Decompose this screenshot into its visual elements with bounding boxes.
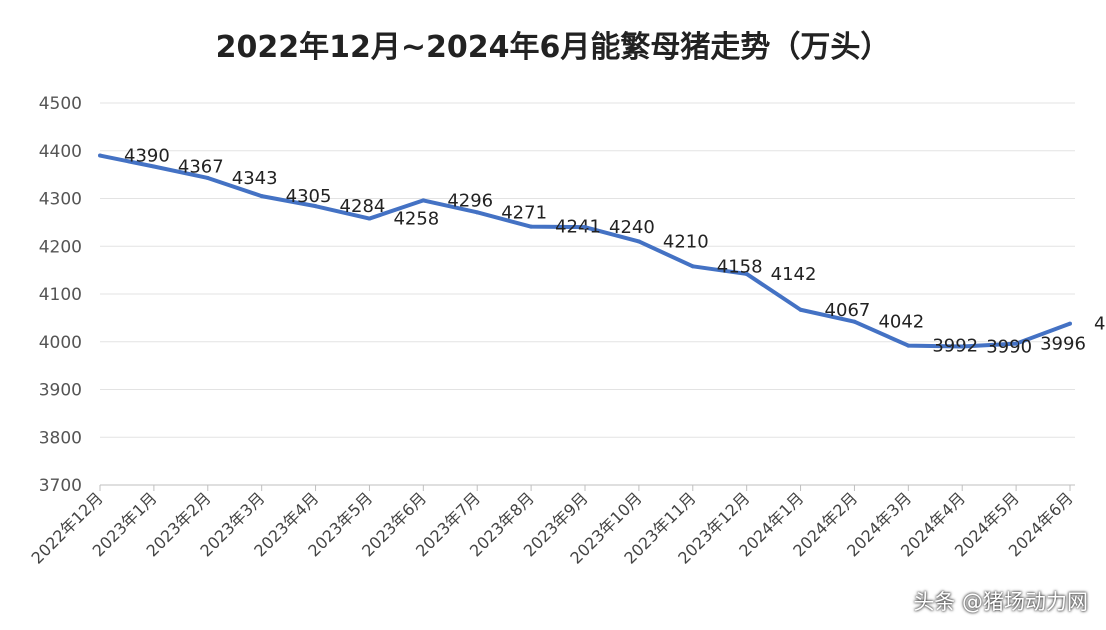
data-label: 3992 (932, 336, 978, 357)
data-point (1014, 341, 1019, 346)
y-tick-label: 3900 (39, 381, 82, 401)
data-point (960, 344, 965, 349)
watermark: 头条 @猪场动力网 (913, 590, 1088, 614)
data-point (367, 216, 372, 221)
data-point (475, 210, 480, 215)
data-point (151, 164, 156, 169)
data-point (205, 175, 210, 180)
y-tick-label: 4000 (39, 333, 82, 353)
data-point (1068, 321, 1072, 326)
y-tick-label: 4500 (39, 94, 82, 114)
y-tick-label: 4400 (39, 142, 82, 162)
data-label: 4258 (393, 209, 439, 230)
data-label: 4305 (286, 186, 332, 207)
data-label: 4343 (232, 168, 278, 189)
data-label: 4210 (663, 231, 709, 252)
data-label: 4240 (609, 217, 655, 238)
data-label: 3996 (1040, 334, 1086, 355)
data-label: 4042 (878, 312, 924, 333)
data-label: 4390 (124, 146, 170, 167)
x-tick-label: 2022年12月 (28, 488, 107, 567)
data-label: 4367 (178, 157, 224, 178)
data-point (421, 198, 426, 203)
data-point (906, 343, 911, 348)
chart-title: 2022年12月~2024年6月能繁母猪走势（万头） (215, 30, 891, 65)
data-point (744, 271, 749, 276)
data-point (636, 239, 641, 244)
y-tick-label: 4300 (39, 190, 82, 210)
data-point (313, 204, 318, 209)
data-label: 4284 (340, 196, 386, 217)
data-point (690, 264, 695, 269)
data-label: 4158 (717, 256, 763, 277)
y-tick-label: 4100 (39, 285, 82, 305)
data-label: 4142 (771, 264, 817, 285)
data-label: 4241 (555, 217, 601, 238)
data-point (798, 307, 803, 312)
y-tick-label: 3700 (39, 476, 82, 496)
data-point (98, 153, 102, 158)
data-label: 4038 (1094, 314, 1106, 335)
data-label: 4067 (825, 300, 871, 321)
data-point (852, 319, 857, 324)
y-tick-label: 4200 (39, 237, 82, 257)
data-label: 4271 (501, 202, 547, 223)
data-label: 4296 (447, 190, 493, 211)
data-point (259, 194, 264, 199)
data-point (529, 224, 534, 229)
y-tick-label: 3800 (39, 428, 82, 448)
data-label: 3990 (986, 337, 1032, 358)
data-point (583, 225, 587, 230)
